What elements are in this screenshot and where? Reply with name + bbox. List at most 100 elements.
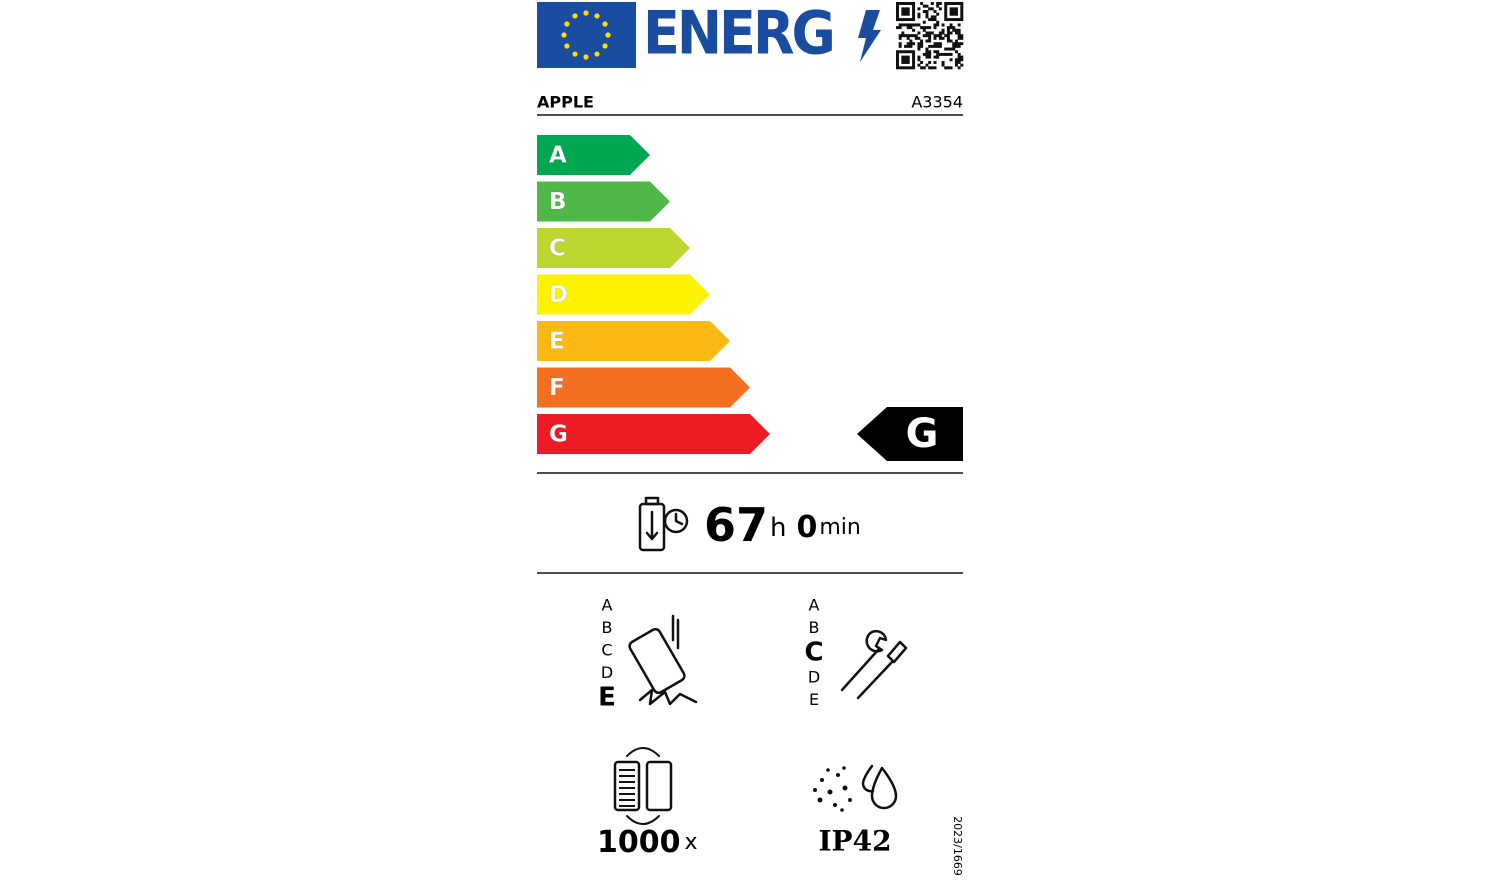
star (602, 21, 608, 27)
qr-module (957, 66, 961, 70)
scale-letter: D (601, 663, 613, 682)
qr-module (933, 66, 937, 70)
qr-module (938, 36, 942, 40)
qr-module (952, 28, 956, 32)
qr-module (898, 50, 902, 54)
logo-text: ENERG (643, 0, 833, 69)
qr-module (909, 34, 913, 38)
qr-module (917, 36, 921, 40)
qr-module (930, 2, 934, 5)
qr-module (944, 10, 948, 14)
minutes-unit: min (819, 515, 861, 540)
qr-module (920, 26, 924, 30)
qr-module (898, 2, 902, 5)
qr-module (941, 28, 945, 32)
scale-letter: A (809, 596, 820, 615)
star (583, 10, 589, 16)
qr-module (957, 36, 961, 40)
energy-class-arrow (537, 228, 690, 268)
qr-module (906, 34, 910, 38)
qr-module (896, 55, 899, 59)
star (572, 51, 578, 57)
qr-module (954, 7, 958, 11)
qr-module (957, 42, 961, 46)
qr-module (946, 36, 950, 40)
qr-module (938, 2, 942, 5)
rating-label: G (906, 411, 939, 457)
qr-module (906, 2, 910, 5)
qr-module (912, 55, 916, 59)
qr-module (922, 28, 926, 32)
qr-module (954, 50, 958, 54)
qr-module (896, 7, 899, 11)
qr-module (922, 26, 926, 30)
star (594, 13, 600, 19)
qr-module (917, 44, 921, 48)
qr-module (912, 18, 916, 22)
qr-module (917, 23, 921, 27)
qr-module (954, 42, 958, 46)
qr-module (896, 4, 899, 8)
qr-module (954, 63, 958, 67)
qr-module (938, 52, 942, 56)
scale-letter: B (602, 618, 613, 637)
qr-module (949, 47, 953, 51)
qr-module (917, 58, 921, 62)
qr-module (898, 44, 902, 48)
qr-module (896, 18, 899, 22)
qr-module (928, 36, 932, 40)
qr-module (949, 10, 953, 14)
qr-module (941, 23, 945, 27)
energy-class-label: E (549, 329, 565, 355)
scale-letter: E (598, 683, 616, 713)
energy-class-arrow (537, 414, 770, 454)
qr-module (925, 12, 929, 16)
qr-module (906, 66, 910, 70)
qr-module (904, 23, 908, 27)
qr-module (936, 20, 940, 24)
qr-module (957, 44, 961, 48)
qr-module (957, 60, 961, 64)
qr-module (960, 10, 964, 14)
scale-letter: C (804, 638, 823, 668)
qr-module (952, 44, 956, 48)
qr-module (909, 26, 913, 30)
ip-icon (813, 764, 898, 812)
star (605, 32, 611, 38)
qr-module (954, 44, 958, 48)
cycles-unit: x (685, 830, 698, 855)
qr-module (898, 42, 902, 46)
qr-module (936, 23, 940, 27)
qr-module (944, 66, 948, 70)
minutes: 0 (797, 510, 818, 545)
qr-module (912, 15, 916, 19)
qr-module (906, 10, 910, 14)
qr-module (936, 12, 940, 16)
qr-module (944, 2, 948, 5)
qr-module (909, 42, 913, 46)
qr-module (906, 44, 910, 48)
qr-module (928, 55, 932, 59)
qr-module (901, 7, 905, 11)
qr-module (912, 58, 916, 62)
qr-module (917, 15, 921, 19)
qr-module (912, 28, 916, 32)
repair-icon (840, 629, 908, 700)
qr-module (901, 2, 905, 5)
qr-module (906, 58, 910, 62)
qr-module (909, 23, 913, 27)
qr-module (949, 58, 953, 62)
qr-module (904, 58, 908, 62)
qr-module (896, 15, 899, 19)
qr-module (909, 39, 913, 43)
qr-module (901, 50, 905, 54)
qr-module (906, 36, 910, 40)
qr-module (925, 52, 929, 56)
qr-module (925, 34, 929, 38)
qr-module (957, 58, 961, 62)
qr-module (904, 60, 908, 64)
qr-module (960, 15, 964, 19)
qr-module (896, 60, 899, 64)
star (561, 32, 567, 38)
qr-module (898, 18, 902, 22)
